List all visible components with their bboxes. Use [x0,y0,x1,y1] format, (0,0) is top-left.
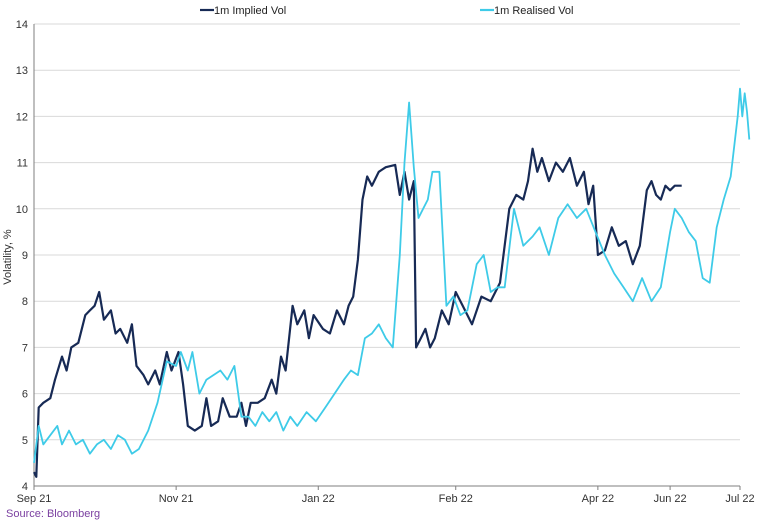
gridlines [34,23,740,441]
x-tick-label: Jul 22 [725,493,754,505]
x-tick-label: Apr 22 [582,493,614,505]
x-tick-labels: Sep 21 Nov 21 Jan 22 Feb 22 Apr 22 Jun 22 Jul … [17,486,755,505]
y-tick-label: 10 [16,204,28,216]
series-line-realised-vol [33,87,751,464]
y-tick-label: 5 [22,435,28,447]
y-tick-label: 11 [17,158,28,170]
y-tick-label: 13 [16,65,28,77]
y-tick-label: 7 [22,342,28,354]
legend: 1m Implied Vol 1m Realised Vol [200,5,574,17]
x-tick-label: Nov 21 [159,493,194,505]
y-tick-label: 4 [22,481,28,493]
legend-label-realised: 1m Realised Vol [494,5,574,17]
x-tick-label: Jan 22 [302,493,335,505]
x-tick-label: Sep 21 [17,493,52,505]
source-note: Source: Bloomberg [6,508,100,520]
y-tick-label: 9 [22,250,28,262]
legend-label-implied: 1m Implied Vol [214,5,286,17]
y-tick-label: 8 [22,296,28,308]
x-tick-label: Feb 22 [439,493,473,505]
series-line-implied-vol [33,147,682,478]
y-tick-label: 14 [16,19,28,31]
y-tick-label: 6 [22,389,28,401]
x-tick-label: Jun 22 [654,493,687,505]
series-lines [33,87,751,478]
y-tick-labels: 4 5 6 7 8 9 10 11 12 13 14 [16,19,28,493]
axes [33,24,740,487]
y-axis-label: Volatility, % [2,229,14,285]
y-tick-label: 12 [16,111,28,123]
